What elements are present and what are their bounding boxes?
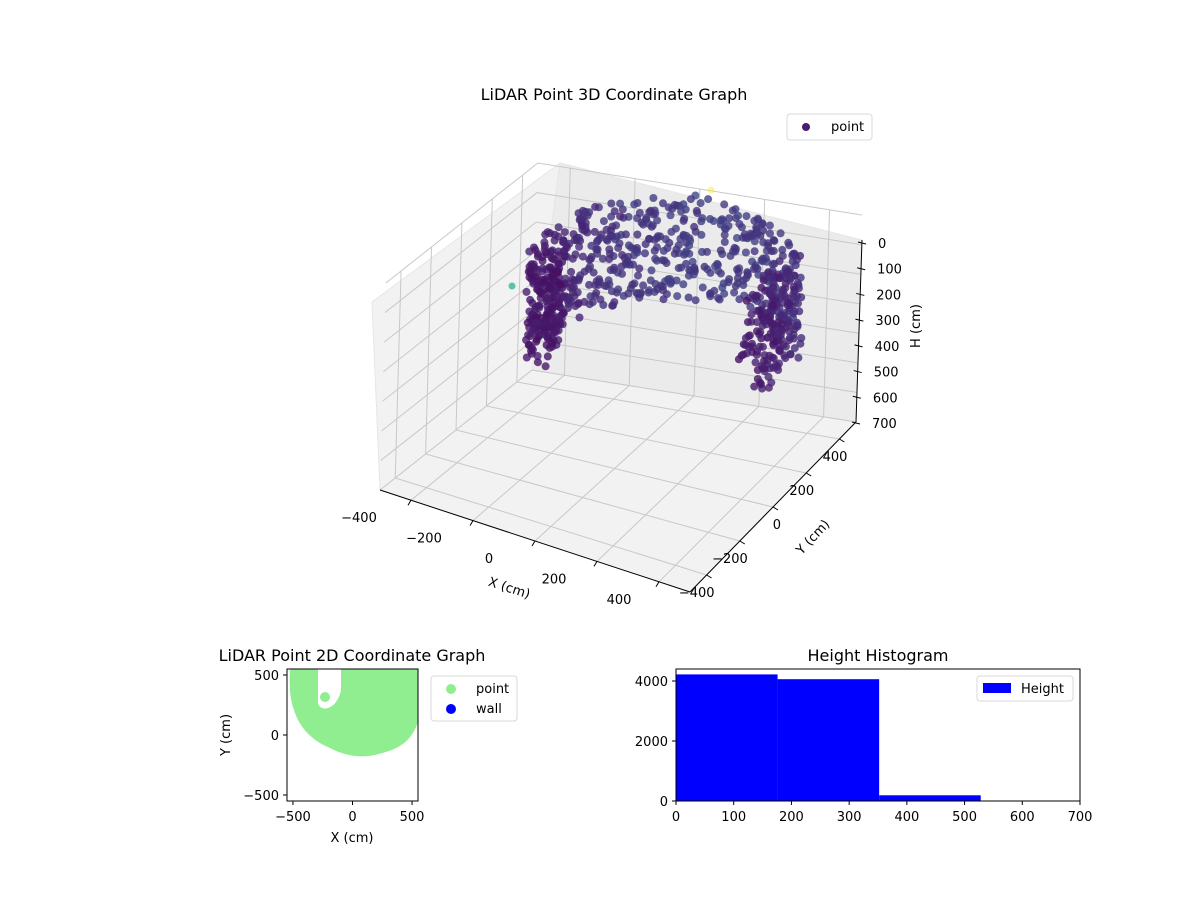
svg-text:400: 400 <box>823 450 848 465</box>
histogram-bar <box>777 679 880 801</box>
svg-text:500: 500 <box>952 810 977 825</box>
svg-text:0: 0 <box>271 729 279 744</box>
histogram-frame <box>675 668 1081 802</box>
svg-text:−200: −200 <box>712 552 748 567</box>
svg-text:400: 400 <box>607 593 632 608</box>
svg-text:400: 400 <box>894 810 919 825</box>
svg-text:0: 0 <box>878 237 886 252</box>
legend-wall-marker-icon <box>446 704 456 714</box>
svg-text:500: 500 <box>400 810 425 825</box>
svg-text:400: 400 <box>875 340 900 355</box>
scatter2d-chart: LiDAR Point 2D Coordinate Graph −500−500… <box>219 646 518 846</box>
svg-text:700: 700 <box>1068 810 1093 825</box>
svg-text:−400: −400 <box>341 511 377 526</box>
legend-marker-icon <box>802 123 810 131</box>
scatter2d-x-label: X (cm) <box>331 831 374 846</box>
scatter2d-title: LiDAR Point 2D Coordinate Graph <box>219 646 486 665</box>
scatter3d-title: LiDAR Point 3D Coordinate Graph <box>481 85 748 104</box>
ticks-3d: −400 −200 0 200 400 −400 −200 0 200 400 0 100 200 300… <box>341 237 902 608</box>
svg-text:2000: 2000 <box>635 735 668 750</box>
legend-swatch-icon <box>983 683 1011 693</box>
svg-text:200: 200 <box>876 288 901 303</box>
svg-text:700: 700 <box>872 417 897 432</box>
svg-text:200: 200 <box>779 810 804 825</box>
svg-text:−500: −500 <box>275 810 311 825</box>
legend-label-height: Height <box>1021 682 1064 697</box>
svg-text:0: 0 <box>485 552 493 567</box>
legend-point-marker-icon <box>446 684 456 694</box>
histogram-chart: Height Histogram 0 100 200 300 400 500 600 7000… <box>635 646 1093 825</box>
legend-label-point: point <box>831 120 864 135</box>
point-cloud-2d <box>289 669 418 757</box>
svg-text:200: 200 <box>542 572 567 587</box>
svg-text:100: 100 <box>721 810 746 825</box>
legend-label-point: point <box>476 682 509 697</box>
scatter2d-legend: point wall <box>430 675 518 722</box>
scatter2d-y-label: Y (cm) <box>219 714 234 757</box>
scatter3d-chart: LiDAR Point 3D Coordinate Graph −400 −200… <box>341 85 924 608</box>
svg-text:−400: −400 <box>679 586 715 601</box>
histogram-bar <box>676 674 778 801</box>
svg-text:0: 0 <box>672 810 680 825</box>
svg-text:300: 300 <box>875 314 900 329</box>
histogram-legend: Height <box>976 675 1074 702</box>
point-cloud-3d <box>508 186 806 393</box>
svg-text:500: 500 <box>254 669 279 684</box>
z-axis-line <box>855 239 863 423</box>
svg-text:300: 300 <box>837 810 862 825</box>
svg-text:0: 0 <box>773 518 781 533</box>
grid-3d <box>379 162 862 583</box>
svg-text:600: 600 <box>1010 810 1035 825</box>
histogram-bars <box>676 674 981 801</box>
svg-text:0: 0 <box>660 795 668 810</box>
scatter3d-legend: point <box>786 113 873 141</box>
svg-text:200: 200 <box>789 484 814 499</box>
ticks-histogram: 0 100 200 300 400 500 600 700 0 2000 4000 <box>635 675 1093 825</box>
histogram-bar <box>879 795 981 801</box>
svg-text:100: 100 <box>877 263 902 278</box>
svg-text:4000: 4000 <box>635 675 668 690</box>
histogram-title: Height Histogram <box>808 646 949 665</box>
svg-text:0: 0 <box>348 810 356 825</box>
svg-text:500: 500 <box>874 366 899 381</box>
svg-text:−500: −500 <box>243 789 279 804</box>
z-axis-label: H (cm) <box>909 304 924 348</box>
y-axis-label: Y (cm) <box>793 517 833 559</box>
svg-text:600: 600 <box>873 391 898 406</box>
legend-label-wall: wall <box>476 702 502 717</box>
svg-text:−200: −200 <box>406 532 442 547</box>
ticks-2d: −500 −500 0 0 500 500 <box>243 669 424 825</box>
x-axis-label: X (cm) <box>486 575 532 603</box>
